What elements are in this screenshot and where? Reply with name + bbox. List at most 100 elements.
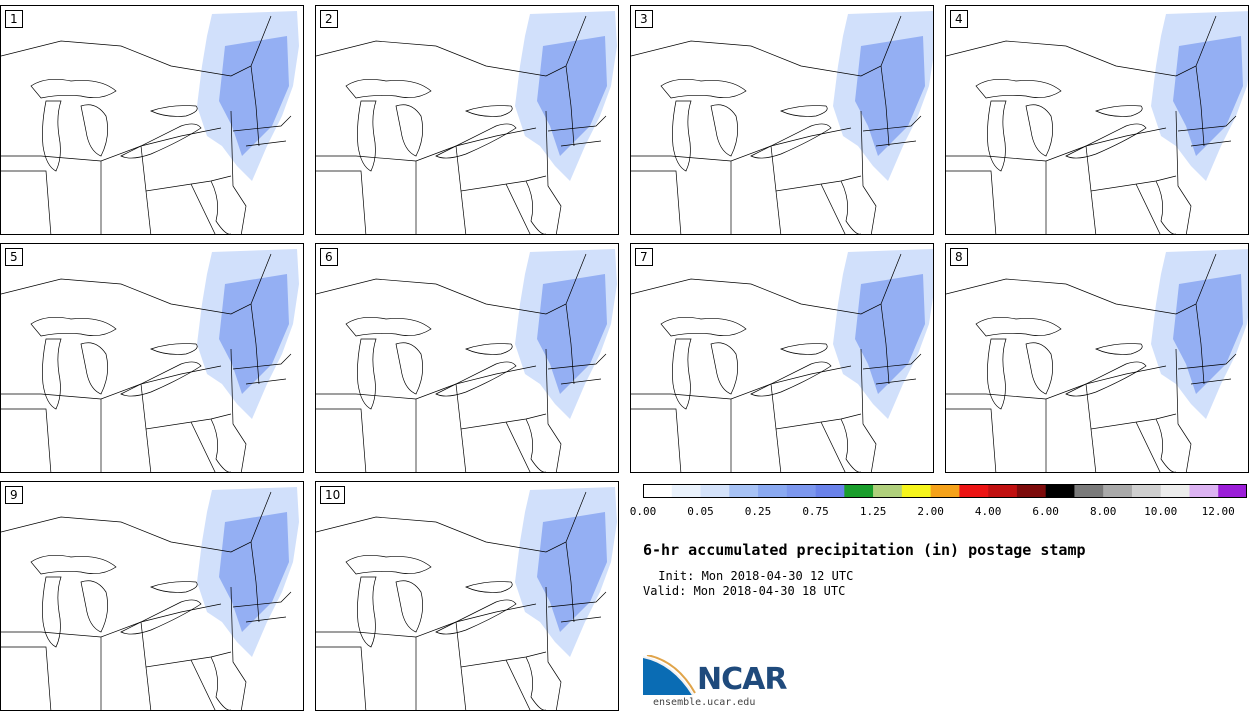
member-label: 9 — [5, 486, 23, 504]
boundary-line — [1085, 145, 1177, 192]
colorbar-ticks: 0.00 0.05 0.25 0.75 1.25 2.00 4.00 6.00 8.00 10.0… — [630, 505, 1260, 521]
boundary-line — [631, 127, 852, 162]
boundary-line — [946, 253, 1217, 315]
boundary-line — [1135, 183, 1161, 234]
boundary-line — [1095, 105, 1143, 117]
colorbar-bin — [758, 484, 788, 498]
boundary-line — [545, 586, 562, 710]
boundary-line — [245, 616, 287, 623]
boundary-line — [1065, 361, 1147, 397]
boundary-line — [140, 145, 232, 192]
ncar-logo — [643, 655, 696, 696]
boundary-line — [1, 408, 52, 472]
colorbar-bin — [700, 484, 730, 498]
boundary-line — [875, 140, 917, 147]
precip-area — [219, 274, 289, 394]
boundary-line — [345, 317, 432, 337]
boundary-line — [840, 418, 861, 472]
boundary-line — [316, 408, 367, 472]
boundary-line — [875, 378, 917, 385]
member-label: 4 — [950, 10, 968, 28]
boundary-line — [780, 105, 828, 117]
boundary-line — [672, 338, 692, 410]
member-label: 1 — [5, 10, 23, 28]
member-label: 6 — [320, 248, 338, 266]
boundary-line — [435, 123, 517, 159]
boundary-line — [1175, 348, 1192, 472]
precip-colorbar — [643, 484, 1247, 498]
boundary-line — [505, 659, 531, 710]
boundary-line — [631, 170, 682, 234]
boundary-line — [1065, 123, 1147, 159]
colorbar-bin — [729, 484, 759, 498]
member-panel: 5 — [0, 243, 304, 473]
member-panel: 4 — [945, 5, 1249, 235]
boundary-line — [232, 115, 292, 132]
boundary-line — [42, 576, 62, 648]
colorbar-tick-label: 1.25 — [859, 505, 887, 518]
boundary-line — [560, 140, 602, 147]
boundary-line — [210, 180, 231, 234]
boundary-line — [30, 79, 117, 99]
boundary-line — [316, 491, 587, 553]
boundary-line — [230, 110, 247, 234]
colorbar-tick-label: 8.00 — [1089, 505, 1117, 518]
colorbar-bin — [930, 484, 960, 498]
boundary-line — [750, 361, 832, 397]
boundary-line — [455, 145, 547, 192]
boundary-line — [30, 317, 117, 337]
boundary-line — [560, 378, 602, 385]
colorbar-bin — [786, 484, 816, 498]
boundary-line — [505, 183, 531, 234]
boundary-line — [946, 127, 1167, 162]
precip-map — [1, 487, 299, 710]
boundary-line — [250, 65, 260, 147]
colorbar-tick-label: 0.75 — [802, 505, 829, 518]
boundary-line — [395, 342, 423, 395]
boundary-line — [1, 15, 272, 77]
colorbar-bin — [873, 484, 903, 498]
boundary-line — [880, 303, 890, 385]
chart-title: 6-hr accumulated precipitation (in) post… — [643, 541, 1086, 559]
member-panel: 8 — [945, 243, 1249, 473]
boundary-line — [820, 421, 846, 472]
member-panel: 1 — [0, 5, 304, 235]
boundary-line — [1025, 342, 1053, 395]
precip-area — [219, 36, 289, 156]
boundary-line — [210, 418, 231, 472]
boundary-line — [565, 303, 575, 385]
boundary-line — [672, 100, 692, 172]
boundary-line — [1195, 303, 1205, 385]
boundary-line — [316, 15, 587, 77]
boundary-line — [880, 65, 890, 147]
precip-area — [219, 512, 289, 632]
precip-map — [316, 487, 617, 710]
boundary-line — [150, 343, 198, 355]
colorbar-bin — [959, 484, 989, 498]
boundary-line — [455, 621, 547, 668]
boundary-line — [232, 353, 292, 370]
boundary-line — [547, 115, 607, 132]
boundary-line — [395, 580, 423, 633]
boundary-line — [435, 599, 517, 635]
precip-map — [1, 11, 299, 234]
init-time: Init: Mon 2018-04-30 12 UTC — [651, 569, 854, 583]
precip-area — [855, 36, 925, 156]
colorbar-bin — [643, 484, 673, 498]
boundary-line — [860, 348, 877, 472]
precip-map — [631, 249, 933, 472]
member-panel: 10 — [315, 481, 619, 711]
precip-map — [631, 11, 933, 234]
colorbar-tick-label: 10.00 — [1144, 505, 1178, 518]
boundary-line — [1135, 421, 1161, 472]
boundary-line — [862, 353, 922, 370]
boundary-line — [460, 428, 467, 472]
boundary-line — [1, 253, 272, 315]
precip-area — [855, 274, 925, 394]
boundary-line — [946, 408, 997, 472]
colorbar-tick-label: 2.00 — [917, 505, 944, 518]
boundary-line — [190, 421, 216, 472]
boundary-line — [316, 603, 537, 638]
boundary-line — [1095, 343, 1143, 355]
boundary-line — [1195, 65, 1205, 147]
